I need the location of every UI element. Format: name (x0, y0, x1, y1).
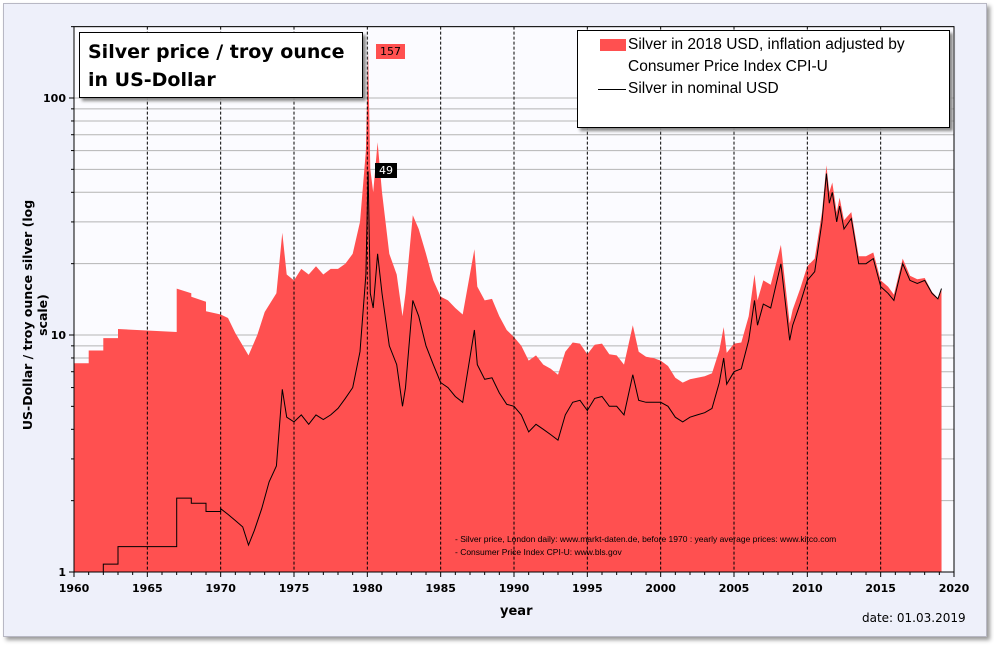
x-tick-label: 1990 (499, 582, 530, 595)
x-tick-label: 1985 (425, 582, 456, 595)
chart-title: Silver price / troy ounce in US-Dollar (79, 32, 363, 98)
legend-item-nominal: Silver in nominal USD (578, 78, 949, 100)
x-tick-label: 2005 (719, 582, 750, 595)
x-tick-label: 2010 (792, 582, 823, 595)
y-tick-label: 1 (58, 566, 66, 579)
x-tick-label: 1980 (352, 582, 383, 595)
legend-swatch-real (600, 39, 626, 51)
x-tick-label: 1960 (59, 582, 90, 595)
x-tick-label: 1965 (132, 582, 163, 595)
y-tick-label: 100 (43, 92, 66, 105)
legend-item-real: Silver in 2018 USD, inflation adjusted b… (578, 34, 949, 56)
legend-item-real-cont: Consumer Price Index CPI-U (578, 56, 949, 78)
y-axis-label: US-Dollar / troy ounce silver (log scale… (20, 199, 50, 431)
x-tick-label: 1975 (279, 582, 310, 595)
date-label: date: 01.03.2019 (862, 611, 966, 625)
series-area-real (74, 51, 942, 573)
legend-label-real-2: Consumer Price Index CPI-U (628, 58, 828, 75)
y-tick-label: 10 (51, 329, 67, 342)
source-note-silver: - Silver price, London daily: www.markt-… (455, 534, 837, 544)
source-notes: - Silver price, London daily: www.markt-… (455, 533, 836, 559)
x-tick-label: 1995 (572, 582, 603, 595)
x-tick-label: 2015 (865, 582, 896, 595)
series-line-nominal (74, 171, 942, 573)
x-axis-label: year (500, 604, 533, 619)
x-tick-label: 1970 (205, 582, 236, 595)
legend-label-real-1: Silver in 2018 USD, inflation adjusted b… (628, 36, 905, 53)
peak-real-label: 157 (376, 44, 405, 59)
peak-nominal-label: 49 (375, 163, 397, 178)
x-tick-label: 2020 (939, 582, 970, 595)
legend-label-nominal: Silver in nominal USD (628, 80, 779, 97)
legend-line-nominal (598, 89, 626, 90)
x-tick-label: 2000 (645, 582, 676, 595)
source-note-cpi: - Consumer Price Index CPI-U: www.bls.go… (455, 547, 622, 557)
legend: Silver in 2018 USD, inflation adjusted b… (577, 30, 950, 128)
